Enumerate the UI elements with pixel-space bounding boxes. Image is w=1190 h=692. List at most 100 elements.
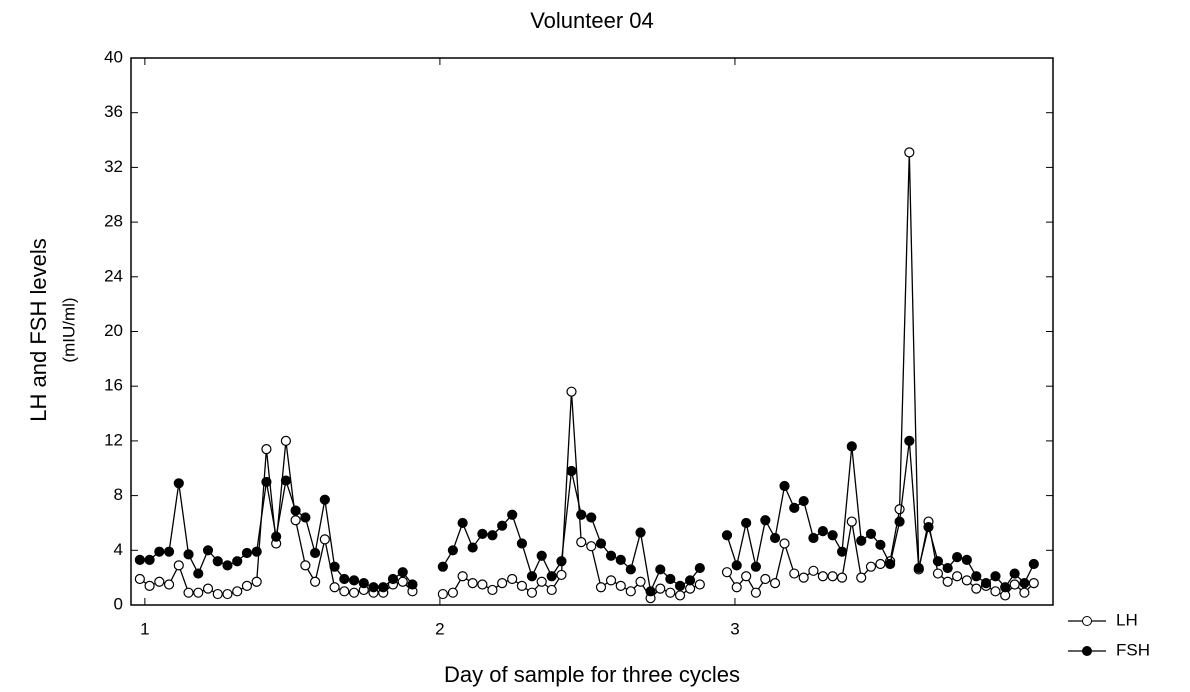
data-point — [808, 532, 819, 544]
data-point — [526, 587, 538, 598]
data-point — [526, 571, 538, 582]
data-point — [904, 147, 915, 158]
data-point — [674, 590, 686, 601]
data-point — [566, 386, 577, 397]
data-point — [961, 575, 972, 586]
data-point — [154, 576, 165, 587]
data-point — [635, 576, 646, 587]
data-point — [241, 547, 253, 559]
data-point — [251, 576, 262, 587]
data-point — [487, 584, 498, 596]
data-point — [487, 530, 498, 541]
data-point — [798, 495, 809, 507]
data-point — [348, 587, 360, 598]
data-point — [173, 478, 184, 489]
data-point — [368, 582, 379, 593]
x-tick-label: 1 — [140, 619, 149, 638]
data-point — [674, 580, 686, 591]
data-point — [280, 475, 291, 486]
data-point — [467, 542, 478, 553]
data-point — [721, 567, 733, 578]
data-point — [241, 580, 253, 591]
data-point — [655, 583, 666, 594]
data-point — [556, 556, 567, 567]
data-point — [183, 549, 194, 560]
data-point — [990, 586, 1001, 597]
data-point — [477, 528, 488, 539]
data-point — [615, 580, 626, 591]
data-point — [212, 556, 223, 567]
data-point — [750, 561, 761, 572]
data-point — [566, 465, 577, 477]
data-point — [779, 480, 790, 492]
data-point — [971, 571, 982, 582]
data-point — [536, 576, 547, 587]
data-point — [685, 575, 696, 586]
data-point — [300, 512, 311, 523]
data-point — [798, 572, 809, 583]
data-point — [222, 588, 233, 600]
data-point — [556, 569, 567, 581]
data-point — [694, 579, 705, 590]
data-point — [856, 572, 867, 583]
data-point — [875, 558, 886, 570]
data-point — [507, 573, 518, 585]
y-tick-label: 16 — [104, 376, 123, 395]
data-point — [457, 517, 468, 529]
data-point — [961, 554, 972, 565]
data-point — [1019, 578, 1030, 589]
data-point — [280, 435, 291, 446]
data-point — [1028, 578, 1039, 589]
data-point — [339, 586, 350, 597]
data-point — [625, 564, 636, 575]
data-point — [731, 560, 742, 571]
data-point — [1028, 558, 1039, 570]
data-point — [827, 571, 838, 582]
data-point — [595, 582, 607, 593]
y-tick-label: 36 — [104, 102, 123, 121]
data-point — [904, 435, 915, 446]
data-point — [397, 567, 408, 578]
data-point — [856, 535, 867, 546]
data-point — [990, 571, 1001, 582]
data-point — [586, 512, 597, 523]
data-point — [387, 573, 399, 585]
data-point — [952, 571, 963, 582]
data-point — [516, 580, 528, 591]
plot-frame — [130, 57, 1054, 606]
y-axis-label: (mIU/ml) — [59, 297, 78, 362]
data-point — [731, 582, 742, 593]
data-point — [437, 588, 448, 600]
data-point — [447, 545, 458, 556]
data-point — [645, 586, 656, 597]
data-point — [846, 441, 857, 452]
data-point — [760, 573, 771, 585]
data-point — [310, 547, 321, 559]
x-tick-label: 3 — [730, 619, 739, 638]
data-point — [894, 516, 905, 527]
data-point — [516, 538, 528, 549]
data-point — [329, 582, 340, 593]
data-point — [144, 580, 155, 591]
data-point — [932, 568, 944, 579]
y-tick-label: 20 — [104, 321, 123, 340]
data-point — [271, 531, 282, 542]
data-point — [808, 565, 819, 576]
data-point — [586, 541, 597, 552]
data-point — [467, 578, 478, 589]
data-point — [163, 546, 175, 557]
data-point — [1009, 579, 1020, 590]
data-point — [875, 539, 886, 550]
data-point — [741, 571, 752, 582]
y-tick-label: 28 — [104, 212, 123, 231]
data-point — [134, 554, 145, 565]
data-point — [913, 562, 924, 574]
data-point — [193, 587, 204, 598]
data-point — [760, 515, 771, 526]
data-point — [846, 516, 857, 527]
data-point — [134, 573, 145, 585]
data-point — [319, 494, 330, 505]
data-point — [300, 560, 311, 571]
data-point — [183, 587, 194, 598]
